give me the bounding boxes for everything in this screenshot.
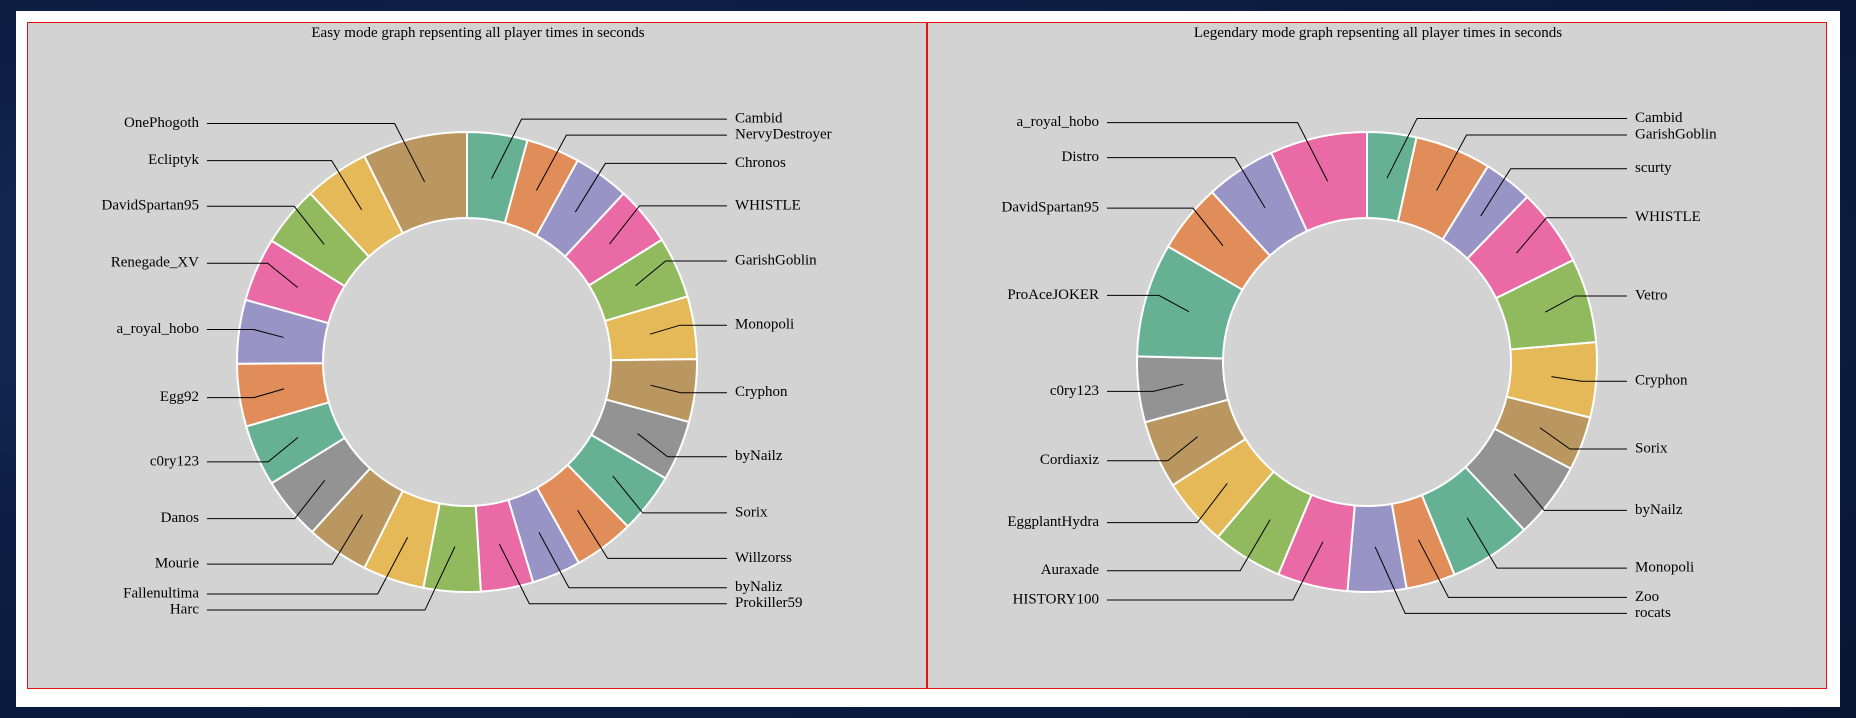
slice-label-distro: Distro — [1062, 149, 1100, 165]
slice-label-prokiller59: Prokiller59 — [735, 595, 803, 611]
leader-line-vetro — [1544, 295, 1627, 313]
slice-label-davidspartan95: DavidSpartan95 — [102, 198, 199, 214]
slice-label-monopoli: Monopoli — [735, 317, 794, 333]
leader-line-whistle — [609, 205, 727, 245]
leader-line-garishgoblin — [1436, 134, 1627, 191]
slice-label-garishgoblin: GarishGoblin — [735, 252, 817, 268]
slice-label-chronos: Chronos — [735, 155, 786, 171]
slice-label-onephogoth: OnePhogoth — [124, 115, 200, 131]
slice-label-egg92: Egg92 — [160, 389, 199, 405]
leader-line-egg92 — [207, 388, 285, 399]
slice-label-nervydestroyer: NervyDestroyer — [735, 127, 832, 143]
leader-line-chronos — [574, 162, 727, 213]
leader-line-c0ry123 — [207, 437, 299, 463]
leader-line-onephogoth — [207, 123, 426, 183]
slice-label-zoo: Zoo — [1635, 589, 1659, 605]
leader-line-renegade-xv — [207, 262, 298, 288]
legendary-mode-chart-panel: Legendary mode graph repsenting all play… — [927, 22, 1827, 689]
slice-label-mourie: Mourie — [155, 556, 200, 572]
slice-label-history100: HISTORY100 — [1013, 591, 1099, 607]
slice-label-a-royal-hobo: a_royal_hobo — [1017, 114, 1099, 130]
leader-line-scurty — [1480, 168, 1627, 217]
leader-line-whistle — [1516, 217, 1627, 254]
slice-label-davidspartan95: DavidSpartan95 — [1002, 200, 1099, 216]
slice-label-a-royal-hobo: a_royal_hobo — [117, 321, 199, 337]
slice-label-cambid: Cambid — [1635, 110, 1683, 126]
slice-label-harc: Harc — [170, 601, 199, 617]
leader-line-cryphon — [1551, 376, 1627, 382]
slice-label-eggplanthydra: EggplantHydra — [1007, 514, 1099, 530]
leader-line-sorix — [612, 475, 727, 514]
leader-line-davidspartan95 — [207, 205, 325, 245]
slice-label-bynailz: byNailz — [735, 448, 783, 464]
slice-label-willzorss: Willzorss — [735, 550, 792, 566]
slice-label-cordiaxiz: Cordiaxiz — [1040, 452, 1099, 468]
slice-label-c0ry123: c0ry123 — [150, 453, 199, 469]
easy-mode-donut-chart: Easy mode graph repsenting all player ti… — [102, 25, 832, 618]
leader-line-c0ry123 — [1107, 383, 1184, 392]
leader-line-bynailz — [637, 433, 727, 458]
chart-title: Easy mode graph repsenting all player ti… — [311, 25, 644, 41]
slice-label-sorix: Sorix — [1635, 440, 1668, 456]
leader-line-bynailz — [1513, 473, 1627, 511]
slice-label-auraxade: Auraxade — [1041, 562, 1100, 578]
leader-line-zoo — [1418, 539, 1627, 598]
slice-onephogoth[interactable] — [363, 130, 468, 235]
leader-line-cambid — [1386, 117, 1627, 179]
leader-line-cryphon — [650, 384, 727, 394]
leader-line-mourie — [207, 514, 363, 565]
leader-line-harc — [207, 546, 456, 611]
slice-label-sorix: Sorix — [735, 504, 768, 520]
leader-line-monopoli — [1466, 517, 1627, 569]
leader-line-cambid — [491, 118, 727, 179]
slice-label-garishgoblin: GarishGoblin — [1635, 126, 1717, 142]
slice-label-cryphon: Cryphon — [735, 384, 788, 400]
leader-line-history100 — [1107, 541, 1324, 601]
leader-line-ecliptyk — [207, 160, 363, 211]
slice-label-c0ry123: c0ry123 — [1050, 383, 1099, 399]
leader-line-auraxade — [1107, 519, 1271, 572]
leader-line-davidspartan95 — [1107, 207, 1224, 247]
slice-a-royal-hobo[interactable] — [1269, 130, 1368, 233]
leader-line-a-royal-hobo — [1107, 122, 1329, 182]
leader-line-monopoli — [649, 324, 727, 335]
legendary-mode-donut-chart: Legendary mode graph repsenting all play… — [1002, 25, 1718, 621]
slice-label-vetro: Vetro — [1635, 287, 1668, 303]
chart-title: Legendary mode graph repsenting all play… — [1194, 25, 1562, 41]
slice-label-danos: Danos — [161, 510, 199, 526]
leader-line-eggplanthydra — [1107, 482, 1228, 524]
leader-line-nervydestroyer — [535, 134, 727, 191]
leader-line-a-royal-hobo — [207, 328, 284, 338]
leader-line-rocats — [1374, 546, 1627, 614]
slice-label-rocats: rocats — [1635, 605, 1671, 621]
leader-line-distro — [1107, 157, 1266, 208]
slice-label-whistle: WHISTLE — [1635, 209, 1701, 225]
slice-label-cryphon: Cryphon — [1635, 373, 1688, 389]
slice-label-whistle: WHISTLE — [735, 197, 801, 213]
slice-label-proacejoker: ProAceJOKER — [1007, 287, 1099, 303]
leader-line-sorix — [1539, 427, 1627, 450]
leader-line-proacejoker — [1107, 294, 1190, 313]
leader-line-garishgoblin — [635, 260, 727, 287]
leader-line-danos — [207, 479, 326, 520]
slice-label-fallenultima: Fallenultima — [123, 585, 199, 601]
slice-label-ecliptyk: Ecliptyk — [148, 152, 199, 168]
slice-label-cambid: Cambid — [735, 111, 783, 127]
slice-label-scurty: scurty — [1635, 160, 1672, 176]
donut-slices — [235, 130, 698, 593]
leader-line-prokiller59 — [498, 543, 727, 605]
slice-label-bynaliz: byNaliz — [735, 579, 783, 595]
slice-label-bynailz: byNailz — [1635, 502, 1683, 518]
leader-line-fallenultima — [207, 536, 409, 595]
donut-slices — [1136, 130, 1598, 593]
slice-label-monopoli: Monopoli — [1635, 560, 1694, 576]
slice-label-renegade-xv: Renegade_XV — [111, 255, 199, 271]
easy-mode-chart-panel: Easy mode graph repsenting all player ti… — [27, 22, 927, 689]
leader-line-cordiaxiz — [1107, 436, 1199, 462]
leader-line-bynaliz — [538, 532, 727, 589]
leader-line-willzorss — [577, 510, 727, 559]
